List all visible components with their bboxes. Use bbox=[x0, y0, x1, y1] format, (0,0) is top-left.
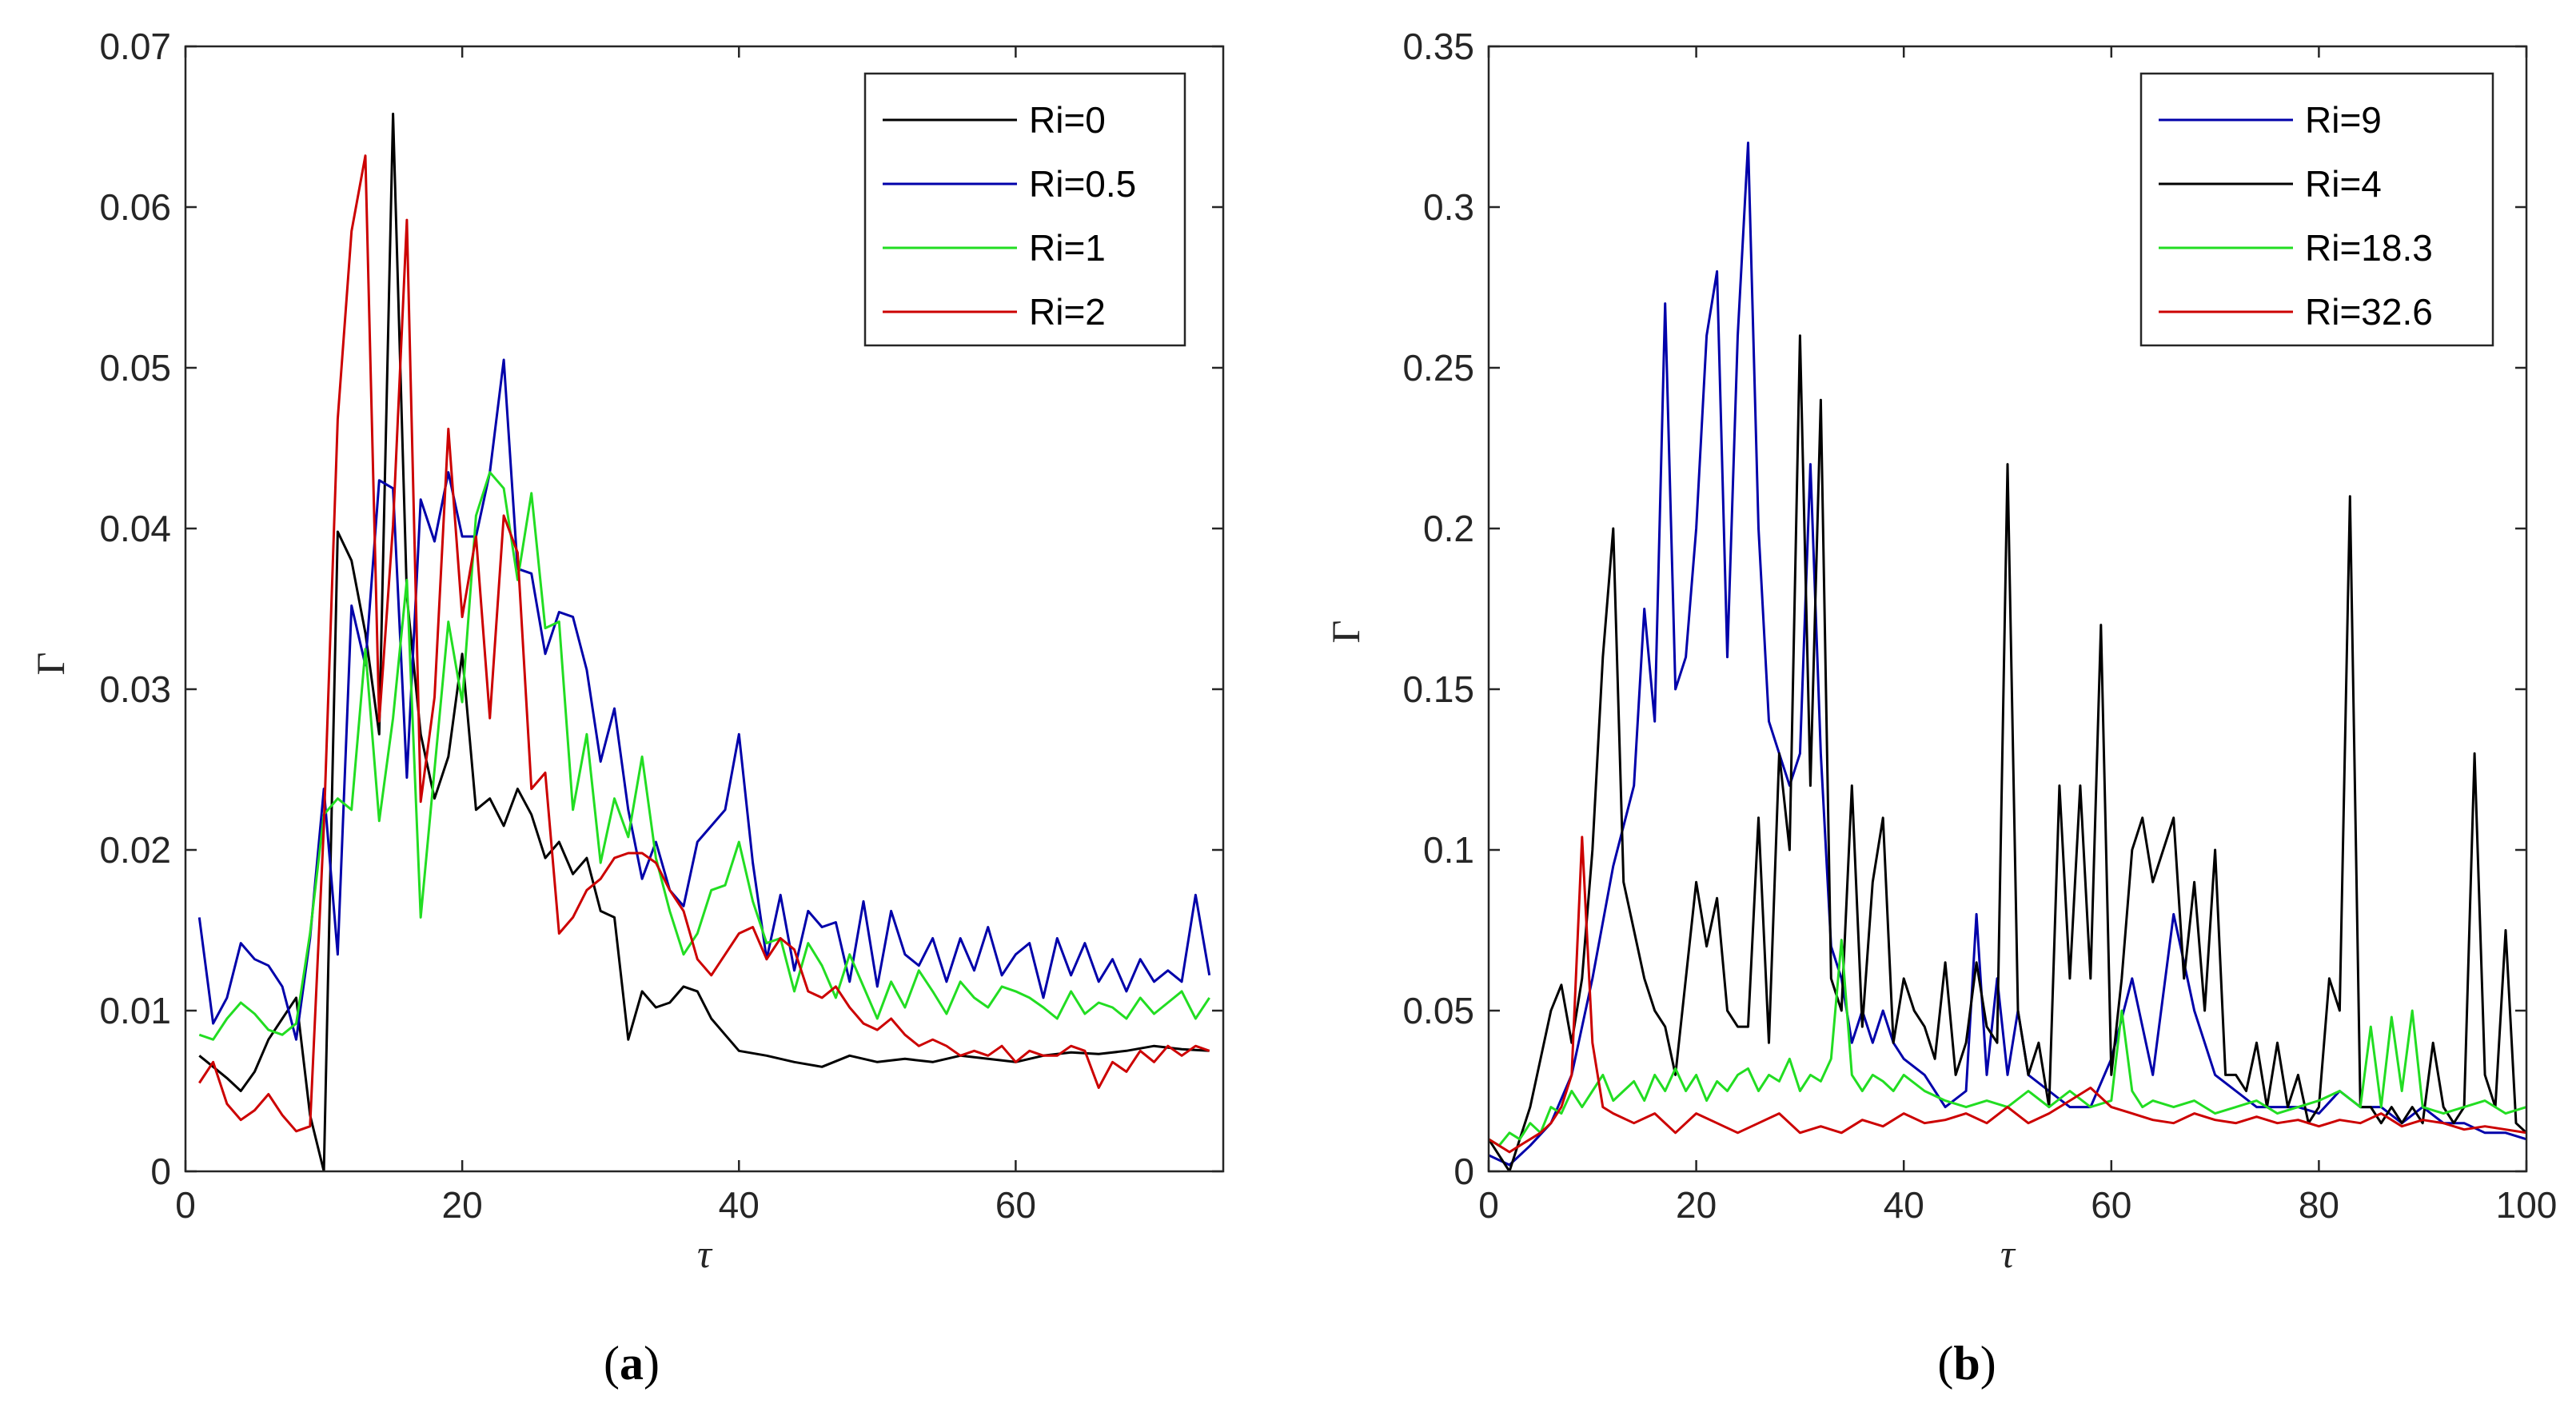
x-axis-label-b: τ bbox=[2000, 1231, 2016, 1276]
y-tick-label-b: 0.25 bbox=[1402, 347, 1474, 389]
series-line-a-1 bbox=[197, 358, 1211, 1041]
chart-panel-a: 0 20 40 60 0 0.01 0.02 0.03 0.04 0.05 0.06 0.07 τ Γ Ri… bbox=[28, 26, 1225, 1276]
legend-label-a-1: Ri=0.5 bbox=[1029, 163, 1136, 205]
chart-panel-b: 0 20 40 60 80 100 0 0.05 0.1 0.15 0.2 0.25 0.3 0.35 τ Γ… bbox=[1323, 26, 2557, 1276]
series-line-a-2 bbox=[198, 471, 1210, 1041]
y-tick-label-b: 0 bbox=[1453, 1151, 1474, 1192]
caption-a: (a) bbox=[604, 1337, 660, 1390]
x-tick-label-a: 40 bbox=[719, 1184, 760, 1226]
y-tick-label-a: 0.07 bbox=[99, 26, 171, 67]
x-tick-label-a: 0 bbox=[175, 1184, 196, 1226]
legend-label-a-0: Ri=0 bbox=[1029, 99, 1106, 141]
y-axis-label-a: Γ bbox=[28, 652, 73, 676]
legend-label-b-1: Ri=4 bbox=[2305, 163, 2382, 205]
y-tick-label-a: 0.01 bbox=[99, 990, 171, 1031]
y-tick-label-b: 0.35 bbox=[1402, 26, 1474, 67]
y-tick-label-a: 0.02 bbox=[99, 829, 171, 871]
legend-label-b-3: Ri=32.6 bbox=[2305, 291, 2433, 333]
series-line-b-2 bbox=[1489, 939, 2526, 1147]
y-tick-label-a: 0.04 bbox=[99, 508, 171, 549]
y-tick-label-b: 0.1 bbox=[1423, 829, 1474, 871]
series-line-a-0 bbox=[198, 112, 1210, 1171]
legend-label-a-3: Ri=2 bbox=[1029, 291, 1106, 333]
x-tick-label-a: 60 bbox=[995, 1184, 1036, 1226]
y-tick-label-a: 0.05 bbox=[99, 347, 171, 389]
x-tick-label-b: 0 bbox=[1478, 1184, 1499, 1226]
y-tick-label-a: 0 bbox=[150, 1151, 171, 1192]
y-tick-label-a: 0.06 bbox=[99, 186, 171, 228]
legend-box-a bbox=[863, 72, 1186, 347]
x-tick-label-a: 20 bbox=[442, 1184, 483, 1226]
x-axis-label-a: τ bbox=[697, 1231, 713, 1276]
y-tick-label-b: 0.15 bbox=[1402, 668, 1474, 710]
series-line-a-3 bbox=[198, 154, 1210, 1133]
x-tick-label-b: 20 bbox=[1676, 1184, 1717, 1226]
plot-frame-b bbox=[1487, 45, 2528, 1173]
plot-frame-a bbox=[184, 45, 1225, 1173]
y-tick-label-b: 0.3 bbox=[1423, 186, 1474, 228]
series-line-b-3 bbox=[1489, 836, 2526, 1154]
caption-b: (b) bbox=[1937, 1337, 1996, 1390]
series-line-b-1 bbox=[1489, 334, 2526, 1171]
legend-label-b-2: Ri=18.3 bbox=[2305, 227, 2433, 269]
x-tick-label-b: 60 bbox=[2091, 1184, 2131, 1226]
legend-label-a-2: Ri=1 bbox=[1029, 227, 1106, 269]
y-tick-label-b: 0.2 bbox=[1423, 508, 1474, 549]
x-tick-label-b: 100 bbox=[2496, 1184, 2558, 1226]
x-tick-label-b: 80 bbox=[2299, 1184, 2339, 1226]
legend-label-b-0: Ri=9 bbox=[2305, 99, 2382, 141]
y-axis-label-b: Γ bbox=[1323, 620, 1368, 644]
y-tick-label-b: 0.05 bbox=[1402, 990, 1474, 1031]
x-tick-label-b: 40 bbox=[1884, 1184, 1924, 1226]
y-tick-label-a: 0.03 bbox=[99, 668, 171, 710]
